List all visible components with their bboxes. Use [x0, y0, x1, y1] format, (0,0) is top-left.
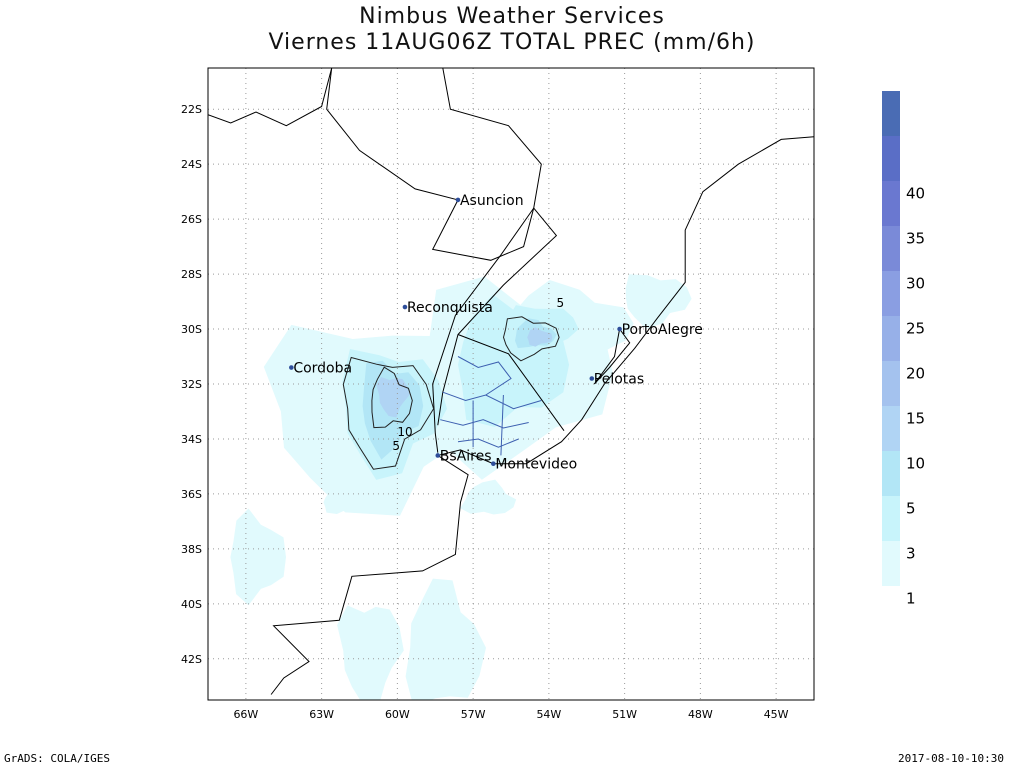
map-frame	[207, 67, 815, 701]
border-uruguay-brazil	[457, 334, 565, 431]
precip-area	[337, 605, 404, 700]
lat-tick-label: 22S	[181, 103, 202, 116]
lat-tick-label: 40S	[181, 598, 202, 611]
department-border	[457, 438, 519, 448]
colorbar-segment	[882, 451, 900, 496]
precipitation-shading	[230, 274, 692, 700]
lat-tick-label: 42S	[181, 653, 202, 666]
department-border	[457, 356, 512, 396]
city-marker	[289, 365, 294, 370]
department-border	[440, 419, 529, 429]
contour-line	[371, 366, 413, 429]
city-marker	[435, 453, 441, 458]
colorbar-label: 10	[906, 455, 925, 473]
footer-timestamp: 2017-08-10-10:30	[898, 752, 1004, 765]
colorbar-label: 3	[906, 545, 916, 563]
colorbar-segment	[882, 91, 900, 136]
river-parana	[432, 207, 535, 453]
city-marker	[491, 461, 496, 466]
contour-line	[342, 356, 435, 470]
border-andes	[208, 68, 333, 127]
lon-tick-label: 54W	[536, 708, 561, 721]
colorbar-label: 20	[906, 365, 925, 383]
lat-tick-label: 34S	[181, 433, 202, 446]
contour-line	[502, 316, 560, 362]
precip-area	[625, 274, 692, 329]
lat-tick-label: 26S	[181, 213, 202, 226]
precip-area	[323, 488, 364, 514]
precip-area	[230, 508, 286, 606]
city-marker	[455, 197, 461, 203]
colorbar-segment	[882, 316, 900, 361]
colorbar-segment	[882, 136, 900, 181]
colorbar-segment	[882, 271, 900, 316]
colorbar-segment	[882, 361, 900, 406]
colorbar-segment	[882, 406, 900, 451]
city-markers: Asuncion Reconquista PortoAlegre Cordoba Pel…	[289, 193, 703, 473]
colorbar-segment	[882, 181, 900, 226]
city-marker	[402, 304, 408, 310]
axis-labels: 66W 63W 60W 57W 54W 51W 48W 45W 22S 24S 26S 28S 30S 3…	[181, 103, 789, 721]
footer-credit: GrADS: COLA/IGES	[4, 752, 110, 765]
precip-area	[527, 327, 553, 347]
colorbar-segment	[882, 496, 900, 541]
border-paraguay-north	[326, 68, 542, 261]
contour-label: 10	[397, 425, 412, 439]
lon-tick-label: 63W	[309, 708, 334, 721]
city-label: Pelotas	[594, 372, 644, 388]
colorbar-segment	[882, 541, 900, 586]
colorbar-label: 5	[906, 500, 916, 518]
colorbar-label: 15	[906, 410, 925, 428]
map-subtitle: Viernes 11AUG06Z TOTAL PREC (mm/6h)	[268, 30, 756, 55]
city-label: PortoAlegre	[622, 322, 703, 338]
lat-tick-label: 24S	[181, 158, 202, 171]
contour-label: 5	[556, 296, 564, 310]
colorbar-label: 40	[906, 185, 925, 203]
lon-tick-label: 45W	[764, 708, 789, 721]
colorbar-label: 25	[906, 320, 925, 338]
lon-tick-label: 51W	[612, 708, 637, 721]
lon-tick-label: 60W	[385, 708, 410, 721]
city-label: Reconquista	[407, 300, 493, 316]
contour-label: 5	[392, 439, 400, 453]
department-border	[500, 394, 504, 456]
lon-tick-label: 48W	[688, 708, 713, 721]
city-marker	[589, 376, 595, 381]
department-border	[442, 391, 542, 410]
colorbar-label: 35	[906, 230, 925, 248]
colorbar-label: 1	[906, 590, 916, 608]
lat-tick-label: 36S	[181, 488, 202, 501]
lat-tick-label: 28S	[181, 268, 202, 281]
city-label: BsAires	[440, 448, 492, 464]
precip-area	[376, 377, 410, 418]
city-marker	[617, 326, 622, 332]
map-title: Nimbus Weather Services	[359, 4, 665, 29]
lagoa-dos-patos	[593, 328, 631, 385]
city-label: Asuncion	[460, 193, 524, 209]
precip-area	[405, 578, 486, 700]
lat-tick-label: 32S	[181, 378, 202, 391]
precip-area	[460, 479, 517, 515]
lon-tick-label: 66W	[233, 708, 258, 721]
colorbar-label: 30	[906, 275, 925, 293]
city-label: Montevideo	[495, 457, 577, 473]
river-uruguay	[437, 207, 558, 426]
lat-tick-label: 38S	[181, 543, 202, 556]
city-label: Cordoba	[293, 361, 352, 377]
lon-tick-label: 57W	[461, 708, 486, 721]
lat-tick-label: 30S	[181, 323, 202, 336]
colorbar-segment	[882, 226, 900, 271]
grid-lines	[208, 68, 814, 700]
